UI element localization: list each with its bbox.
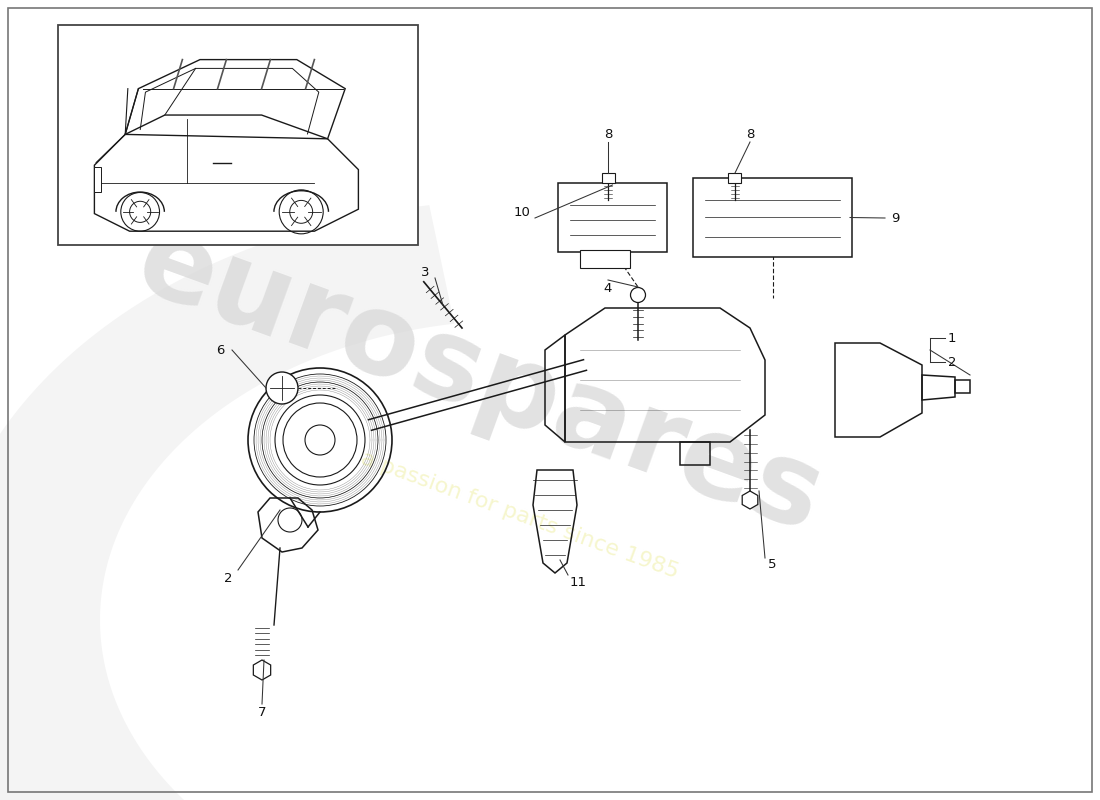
FancyBboxPatch shape <box>558 183 667 252</box>
FancyBboxPatch shape <box>728 173 741 183</box>
FancyBboxPatch shape <box>693 178 852 257</box>
Polygon shape <box>253 660 271 680</box>
Text: 11: 11 <box>570 575 586 589</box>
Polygon shape <box>742 491 758 509</box>
FancyBboxPatch shape <box>580 250 630 268</box>
FancyBboxPatch shape <box>95 167 101 192</box>
Polygon shape <box>0 205 610 800</box>
Text: 2: 2 <box>223 571 232 585</box>
Text: 10: 10 <box>514 206 530 218</box>
Text: 6: 6 <box>216 343 224 357</box>
Text: 3: 3 <box>420 266 429 278</box>
Text: eurospares: eurospares <box>122 205 837 555</box>
Text: 8: 8 <box>604 129 613 142</box>
FancyBboxPatch shape <box>58 25 418 245</box>
Text: 7: 7 <box>257 706 266 718</box>
Text: 9: 9 <box>891 211 899 225</box>
Text: 4: 4 <box>604 282 613 294</box>
Text: 5: 5 <box>768 558 777 571</box>
Circle shape <box>630 287 646 302</box>
FancyBboxPatch shape <box>602 173 615 183</box>
Text: 8: 8 <box>746 129 755 142</box>
Text: 2: 2 <box>948 355 956 369</box>
Text: 1: 1 <box>948 331 956 345</box>
Circle shape <box>266 372 298 404</box>
Text: a passion for parts since 1985: a passion for parts since 1985 <box>359 448 682 582</box>
